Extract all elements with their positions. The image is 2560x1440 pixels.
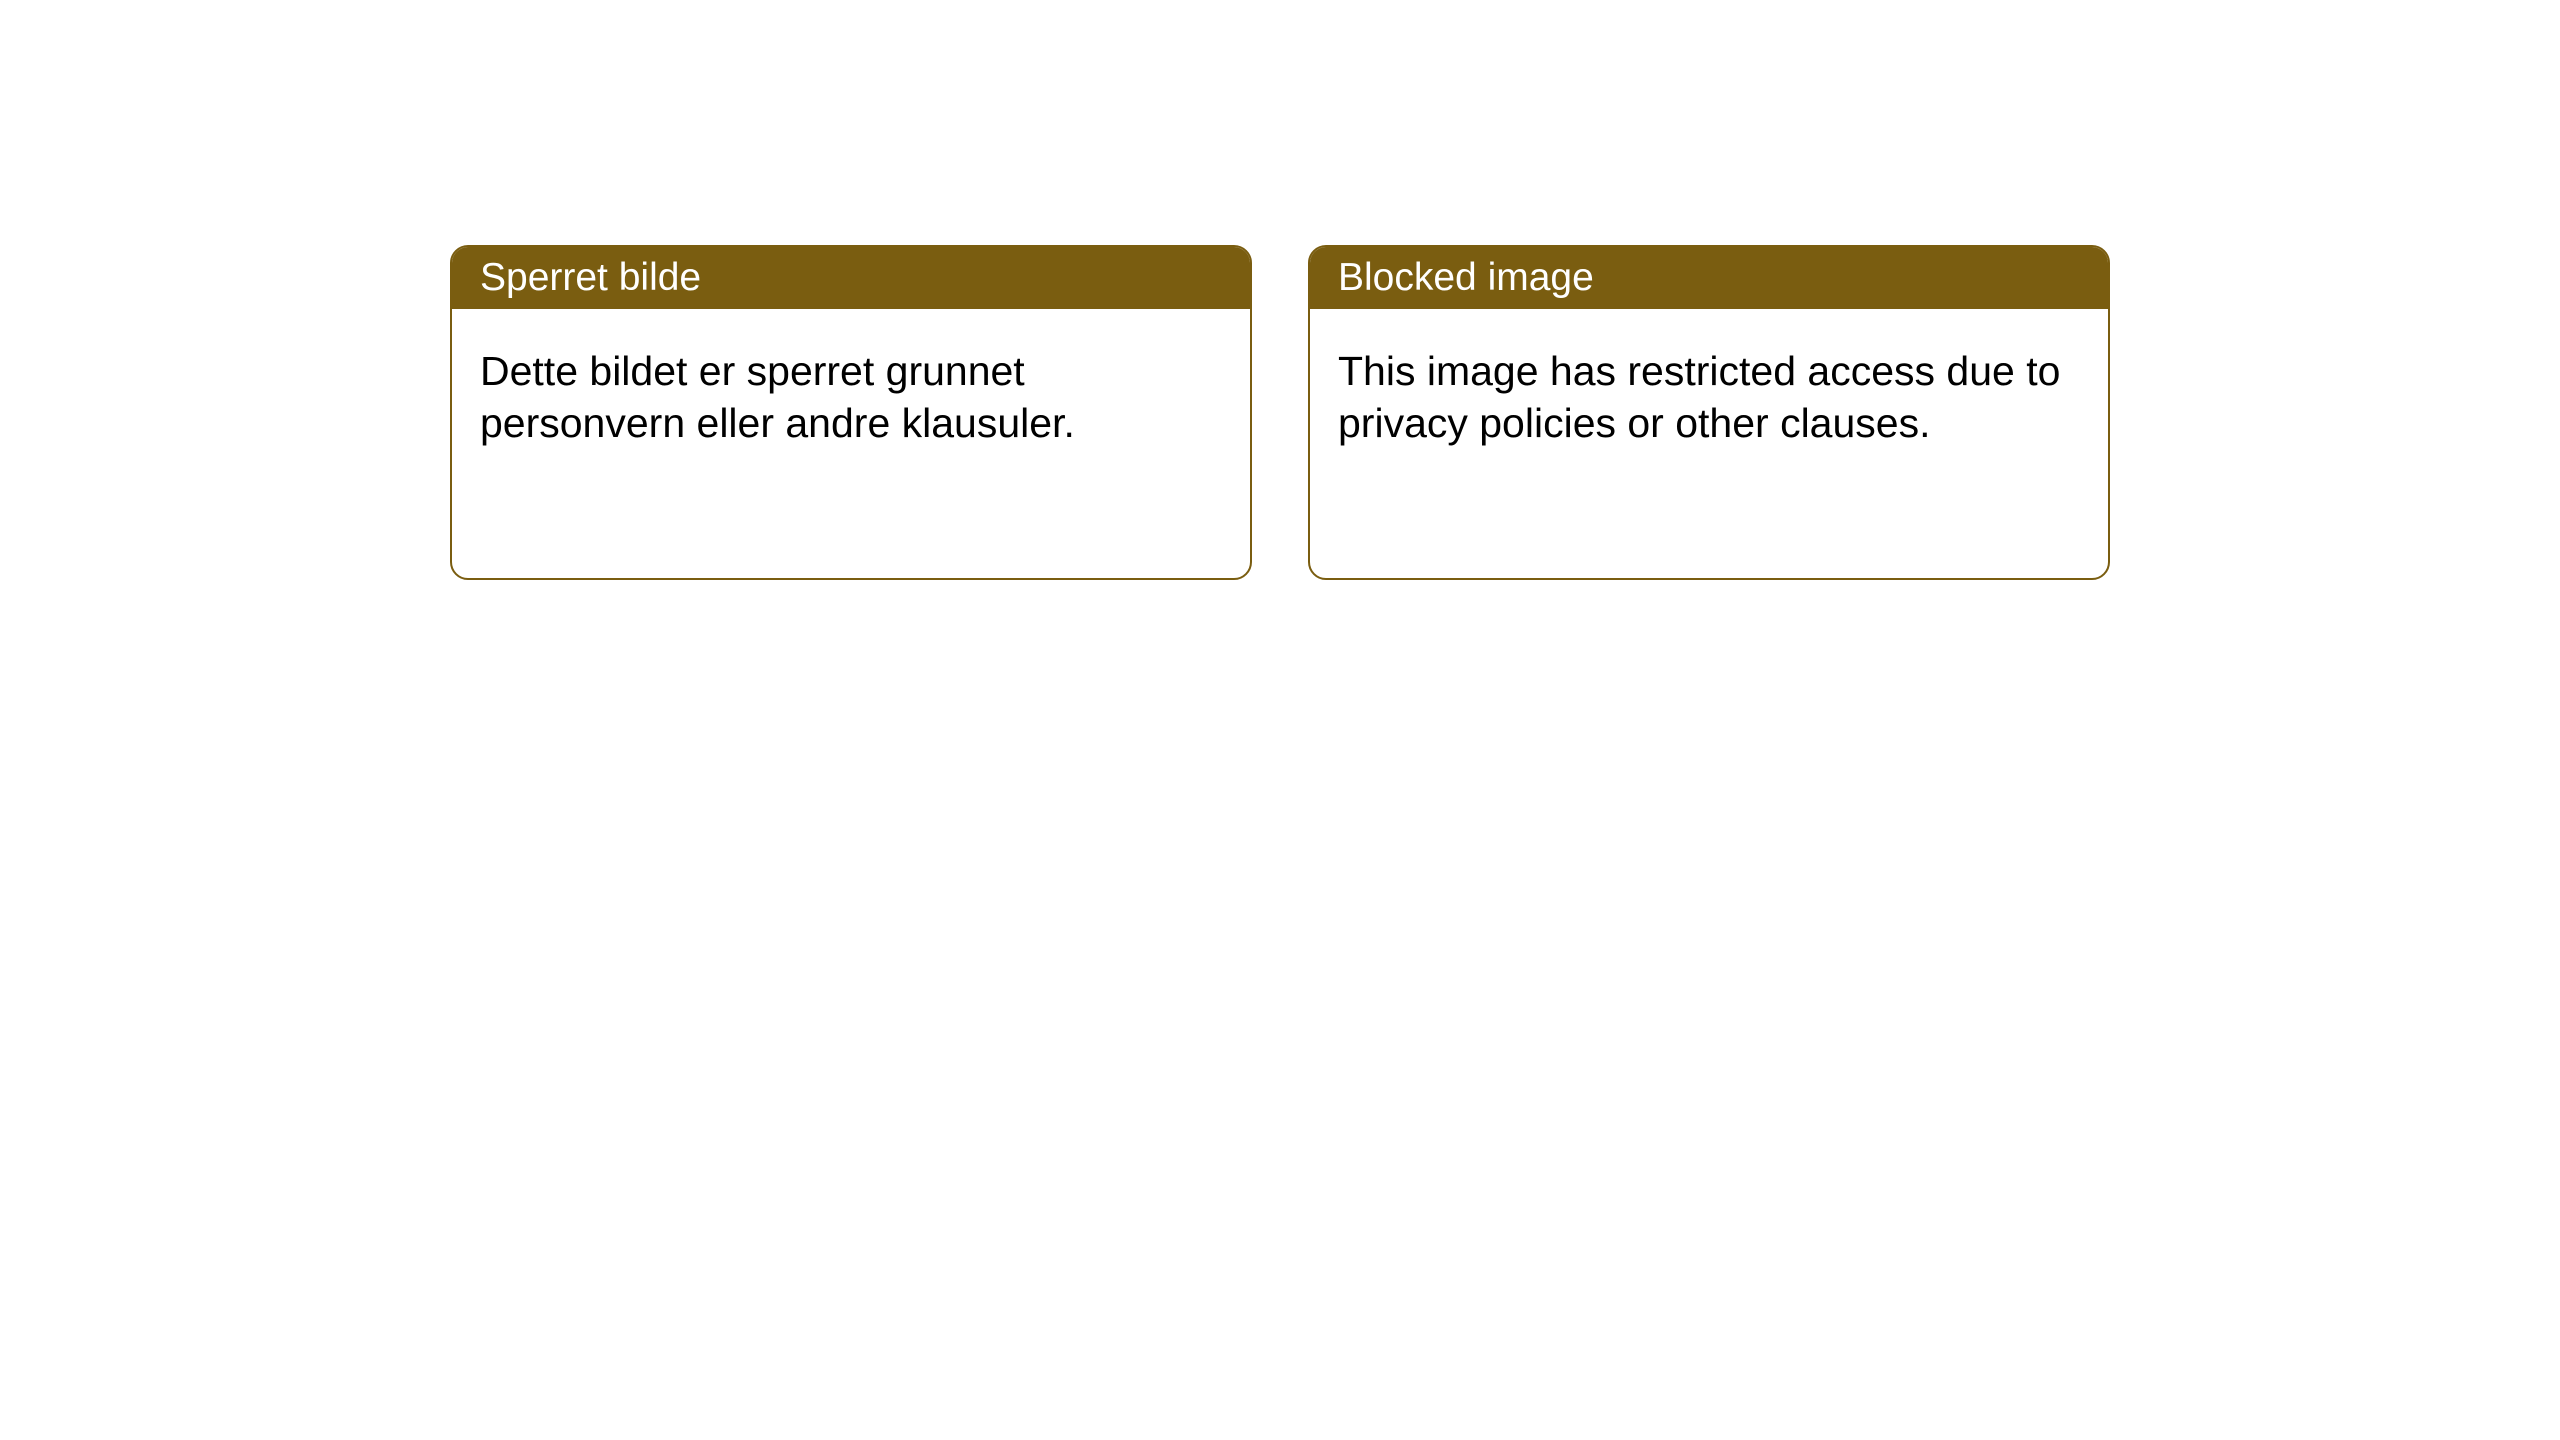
notice-card-title: Blocked image [1338,256,1594,300]
notice-card-english: Blocked image This image has restricted … [1308,245,2110,580]
notice-card-header: Sperret bilde [452,247,1250,309]
notice-cards-row: Sperret bilde Dette bildet er sperret gr… [450,245,2110,580]
notice-card-text: Dette bildet er sperret grunnet personve… [480,348,1075,446]
notice-card-title: Sperret bilde [480,256,701,300]
notice-card-text: This image has restricted access due to … [1338,348,2060,446]
notice-card-norwegian: Sperret bilde Dette bildet er sperret gr… [450,245,1252,580]
notice-card-header: Blocked image [1310,247,2108,309]
notice-card-body: Dette bildet er sperret grunnet personve… [452,309,1250,486]
notice-card-body: This image has restricted access due to … [1310,309,2108,486]
